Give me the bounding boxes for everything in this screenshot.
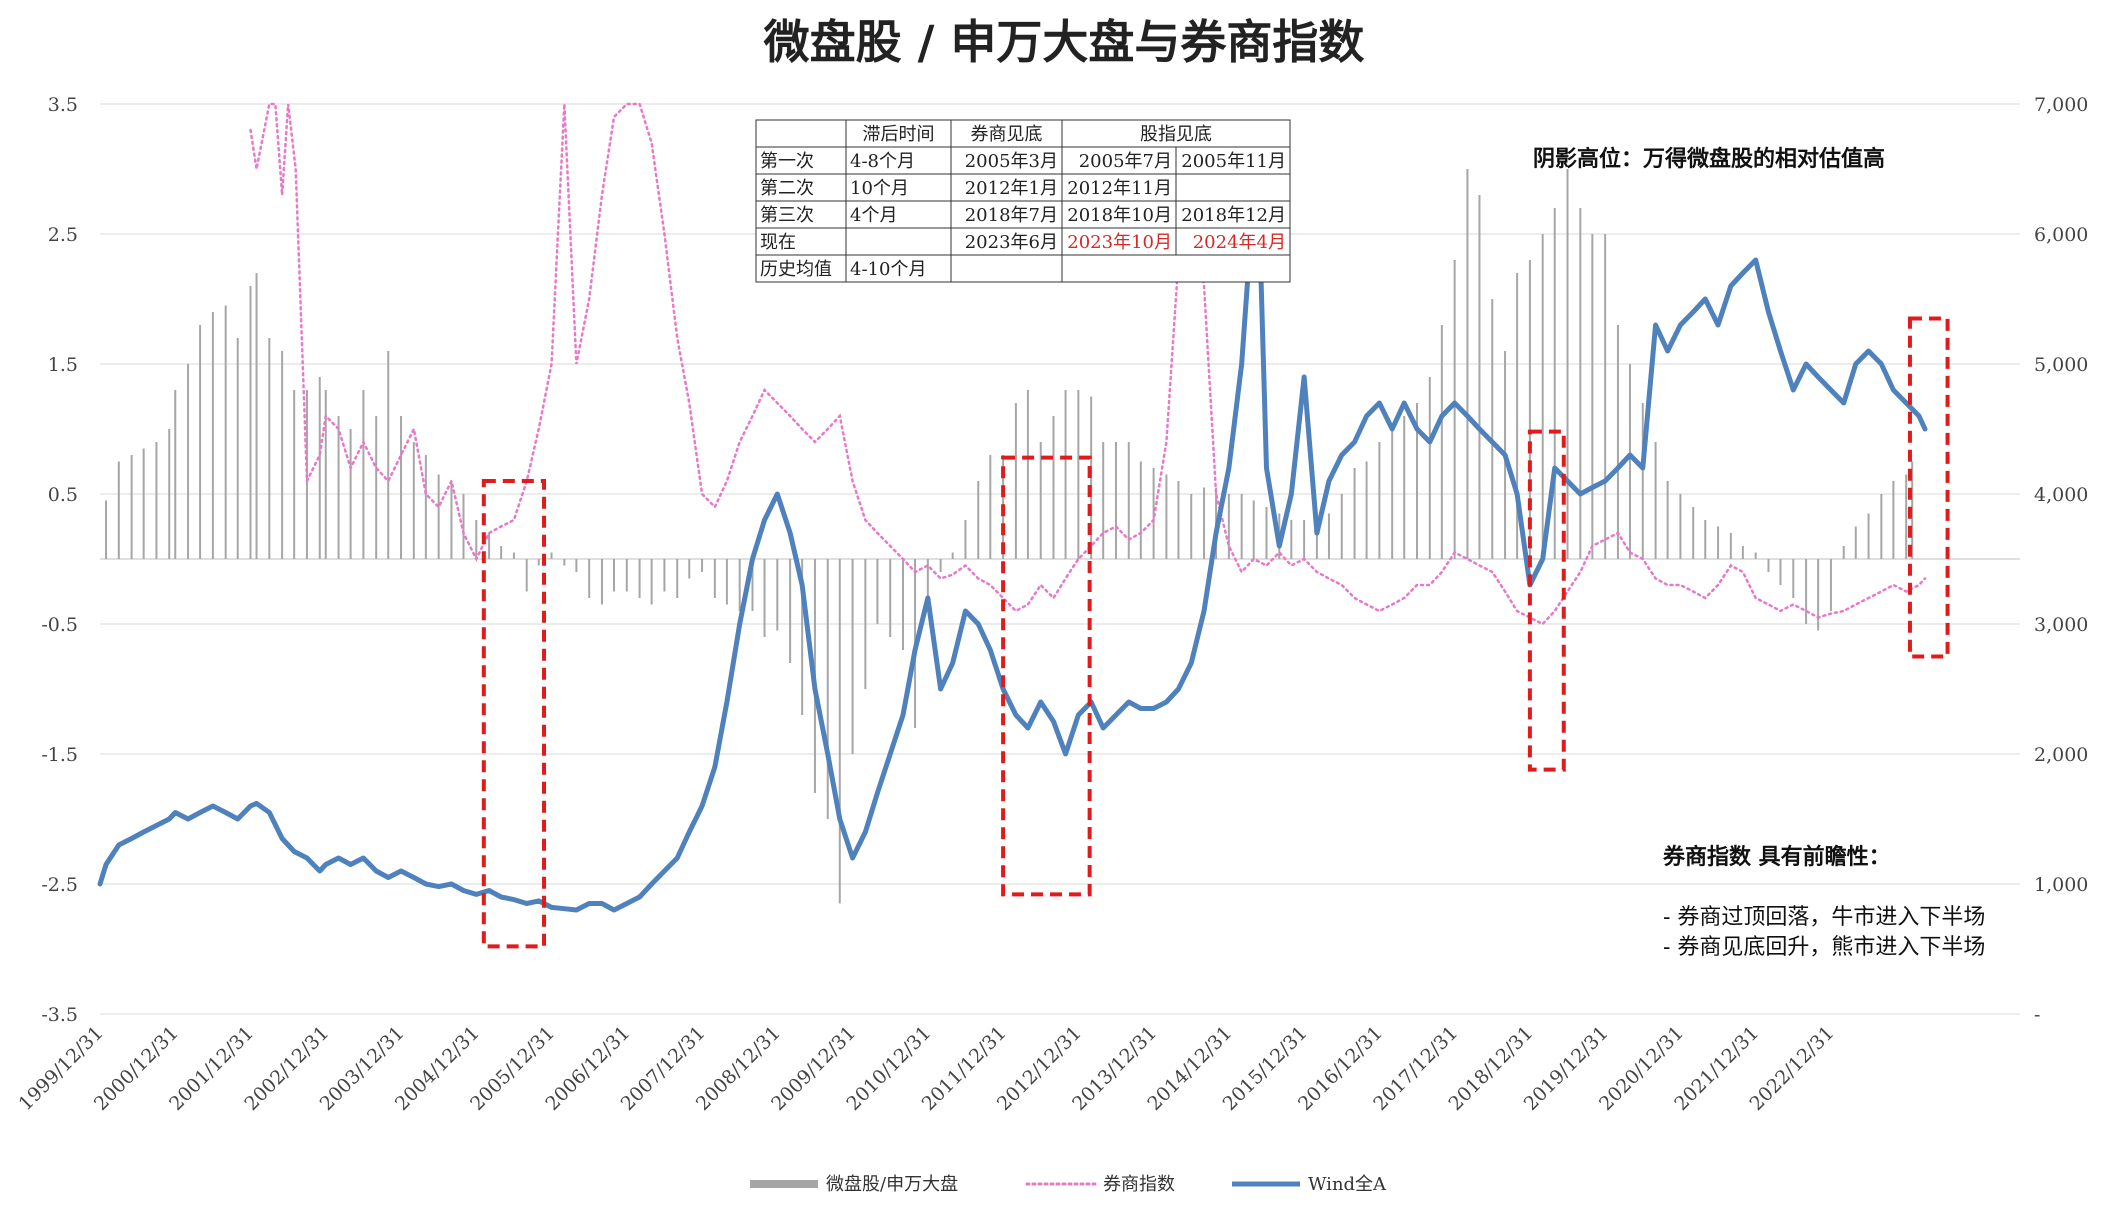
y-left-tick-label: 0.5 xyxy=(48,484,78,506)
table-cell: 2018年7月 xyxy=(965,205,1058,226)
table-cell: 第二次 xyxy=(760,178,814,199)
y-left-tick-label: 3.5 xyxy=(48,94,78,116)
highlight-box xyxy=(1907,316,1950,659)
table-cell: 2024年4月 xyxy=(1193,232,1286,253)
grid xyxy=(100,103,2020,1015)
y-right-tick-label: 4,000 xyxy=(2034,484,2088,506)
y-left-tick-label: -2.5 xyxy=(41,874,78,896)
y-right-tick-label: 5,000 xyxy=(2034,354,2088,376)
table-cell: 2012年11月 xyxy=(1067,178,1172,199)
y-left-tick-label: -1.5 xyxy=(41,744,78,766)
table-cell: 4-10个月 xyxy=(850,259,926,280)
legend-label: Wind全A xyxy=(1308,1174,1387,1195)
wind-line xyxy=(97,192,1928,913)
table-cell: 2005年11月 xyxy=(1181,151,1286,172)
table-cell: 现在 xyxy=(760,232,796,253)
y-right-tick-label: 7,000 xyxy=(2034,94,2088,116)
highlight-box xyxy=(481,479,547,949)
y-right-tick-label: 6,000 xyxy=(2034,224,2088,246)
table-cell: 2012年1月 xyxy=(965,178,1058,199)
y-left-tick-label: -0.5 xyxy=(41,614,78,636)
y-right-axis: 7,000 6,000 5,000 4,000 3,000 2,000 1,000 - xyxy=(2034,94,2088,1026)
legend: 微盘股/申万大盘 券商指数 Wind全A xyxy=(750,1174,1387,1195)
broker-line xyxy=(249,102,1927,626)
legend-swatch-bars xyxy=(750,1180,818,1188)
table-cell: 第一次 xyxy=(760,151,814,172)
y-left-tick-label: -3.5 xyxy=(41,1004,78,1026)
x-axis: 1999/12/312000/12/312001/12/312002/12/31… xyxy=(15,1022,1839,1115)
table-cell: 2005年3月 xyxy=(965,151,1058,172)
table-cell: 2018年10月 xyxy=(1067,205,1172,226)
legend-label: 微盘股/申万大盘 xyxy=(826,1174,958,1195)
table-header-cell: 股指见底 xyxy=(1140,124,1212,145)
y-right-tick-label: - xyxy=(2034,1004,2040,1026)
table-cell: 4个月 xyxy=(850,205,897,226)
table-cell: 第三次 xyxy=(760,205,814,226)
table-cell: 2023年6月 xyxy=(965,232,1058,253)
y-right-tick-label: 2,000 xyxy=(2034,744,2088,766)
chart-title: 微盘股 / 申万大盘与券商指数 xyxy=(763,15,1365,69)
highlight-box xyxy=(1001,455,1092,897)
y-left-tick-label: 1.5 xyxy=(48,354,78,376)
table-cell: 2023年10月 xyxy=(1067,232,1172,253)
y-right-tick-label: 3,000 xyxy=(2034,614,2088,636)
lead-title: 券商指数 具有前瞻性： xyxy=(1662,844,1891,870)
legend-label: 券商指数 xyxy=(1103,1174,1175,1195)
series-wind-all-a xyxy=(97,192,1928,913)
table-header-cell: 滞后时间 xyxy=(863,124,935,145)
table-cell: 历史均值 xyxy=(760,259,832,280)
y-left-axis: 3.5 2.5 1.5 0.5 -0.5 -1.5 -2.5 -3.5 xyxy=(41,94,78,1026)
series-broker-index xyxy=(249,102,1927,626)
lead-line-2: - 券商见底回升，熊市进入下半场 xyxy=(1663,935,1985,960)
table-cell: 10个月 xyxy=(850,178,909,199)
table-header-cell: 券商见底 xyxy=(971,124,1043,145)
y-left-tick-label: 2.5 xyxy=(48,224,78,246)
table-cell: 2018年12月 xyxy=(1181,205,1286,226)
highlight-boxes xyxy=(481,316,1950,949)
table-cell: 2005年7月 xyxy=(1079,151,1172,172)
shade-note: 阴影高位：万得微盘股的相对估值高 xyxy=(1533,146,1885,172)
y-right-tick-label: 1,000 xyxy=(2034,874,2088,896)
table-cell: 4-8个月 xyxy=(850,151,915,172)
highlight-box xyxy=(1527,429,1566,772)
lead-line-1: - 券商过顶回落，牛市进入下半场 xyxy=(1663,905,1985,930)
